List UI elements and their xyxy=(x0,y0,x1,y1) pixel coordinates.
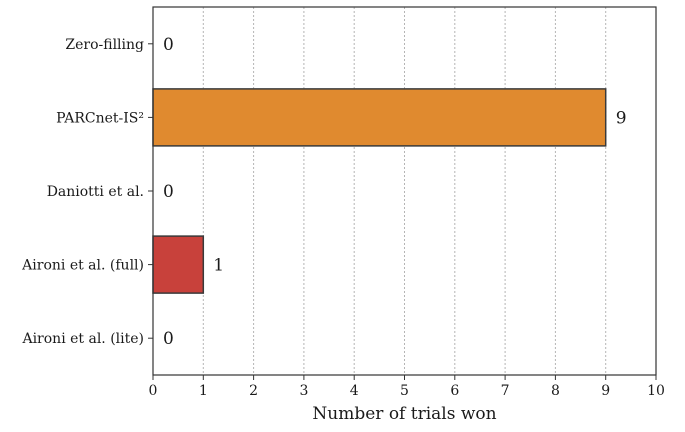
x-tick-label: 8 xyxy=(551,383,560,399)
x-axis-title: Number of trials won xyxy=(312,404,496,424)
x-tick-label: 0 xyxy=(149,383,158,399)
bar-parcnet-is xyxy=(152,88,607,147)
x-tick-label: 1 xyxy=(199,383,208,399)
x-tick-label: 9 xyxy=(601,383,610,399)
y-tick-label: Daniotti et al. xyxy=(47,184,144,200)
data-label: 0 xyxy=(163,329,174,349)
x-tick-label: 6 xyxy=(450,383,459,399)
data-label: 9 xyxy=(616,108,627,128)
x-tick-label: 4 xyxy=(350,383,359,399)
data-label: 0 xyxy=(163,182,174,202)
data-label: 0 xyxy=(163,35,174,55)
grid-lines xyxy=(202,7,607,375)
y-tick-label: PARCnet-IS² xyxy=(56,110,144,126)
x-tick-label: 7 xyxy=(501,383,510,399)
y-axis: Zero-filling PARCnet-IS² Daniotti et al. Ai… xyxy=(21,37,153,347)
x-tick-label: 10 xyxy=(647,383,665,399)
data-labels: 0 9 0 1 0 xyxy=(163,35,627,349)
x-tick-label: 3 xyxy=(299,383,308,399)
x-tick-label: 2 xyxy=(249,383,258,399)
y-tick-label: Aironi et al. (lite) xyxy=(21,331,144,347)
y-tick-label: Aironi et al. (full) xyxy=(21,258,144,274)
bar-aironi-et-al-full xyxy=(152,235,205,294)
x-tick-label: 5 xyxy=(400,383,409,399)
x-axis: 0 1 2 3 4 5 6 7 8 9 10 xyxy=(149,375,665,399)
data-label: 1 xyxy=(213,256,224,276)
bars xyxy=(152,88,607,294)
y-tick-label: Zero-filling xyxy=(65,37,144,53)
